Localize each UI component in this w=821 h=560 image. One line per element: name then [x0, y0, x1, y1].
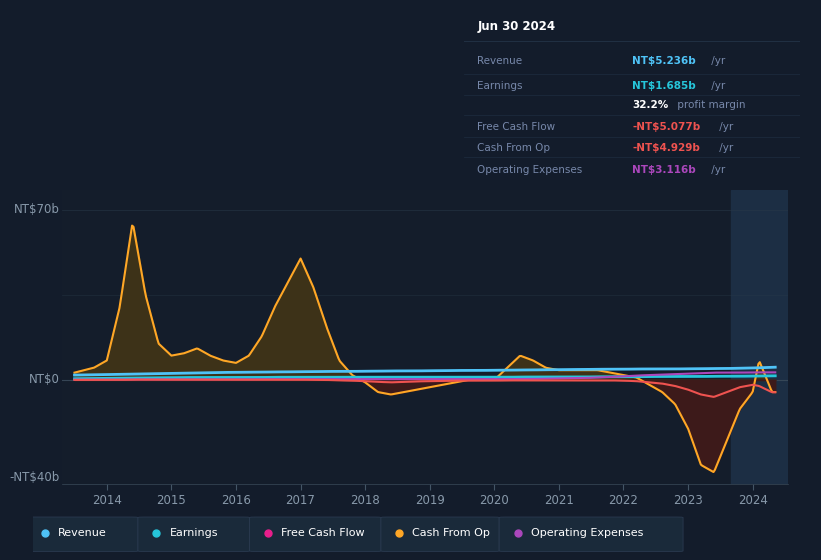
Text: Free Cash Flow: Free Cash Flow: [281, 529, 365, 538]
Text: /yr: /yr: [716, 122, 734, 132]
FancyBboxPatch shape: [26, 517, 138, 552]
Text: profit margin: profit margin: [674, 100, 745, 110]
Text: -NT$40b: -NT$40b: [9, 470, 59, 484]
FancyBboxPatch shape: [250, 517, 381, 552]
Text: Revenue: Revenue: [57, 529, 107, 538]
Text: Jun 30 2024: Jun 30 2024: [477, 20, 556, 32]
Text: 32.2%: 32.2%: [632, 100, 668, 110]
Text: /yr: /yr: [716, 143, 734, 153]
FancyBboxPatch shape: [381, 517, 499, 552]
Text: Revenue: Revenue: [477, 56, 522, 66]
Text: -NT$4.929b: -NT$4.929b: [632, 143, 700, 153]
Text: Cash From Op: Cash From Op: [477, 143, 550, 153]
Text: /yr: /yr: [708, 56, 725, 66]
Text: Free Cash Flow: Free Cash Flow: [477, 122, 556, 132]
Text: Operating Expenses: Operating Expenses: [530, 529, 643, 538]
Text: Cash From Op: Cash From Op: [412, 529, 490, 538]
Text: Earnings: Earnings: [169, 529, 218, 538]
Text: NT$70b: NT$70b: [13, 203, 59, 216]
Text: Earnings: Earnings: [477, 81, 523, 91]
Text: /yr: /yr: [708, 165, 725, 175]
Text: NT$0: NT$0: [29, 374, 59, 386]
FancyBboxPatch shape: [138, 517, 250, 552]
Text: NT$1.685b: NT$1.685b: [632, 81, 696, 91]
FancyBboxPatch shape: [499, 517, 683, 552]
Text: NT$5.236b: NT$5.236b: [632, 56, 696, 66]
Text: NT$3.116b: NT$3.116b: [632, 165, 696, 175]
Text: Operating Expenses: Operating Expenses: [477, 165, 583, 175]
Bar: [732, 190, 788, 484]
Text: -NT$5.077b: -NT$5.077b: [632, 122, 700, 132]
Text: /yr: /yr: [708, 81, 725, 91]
